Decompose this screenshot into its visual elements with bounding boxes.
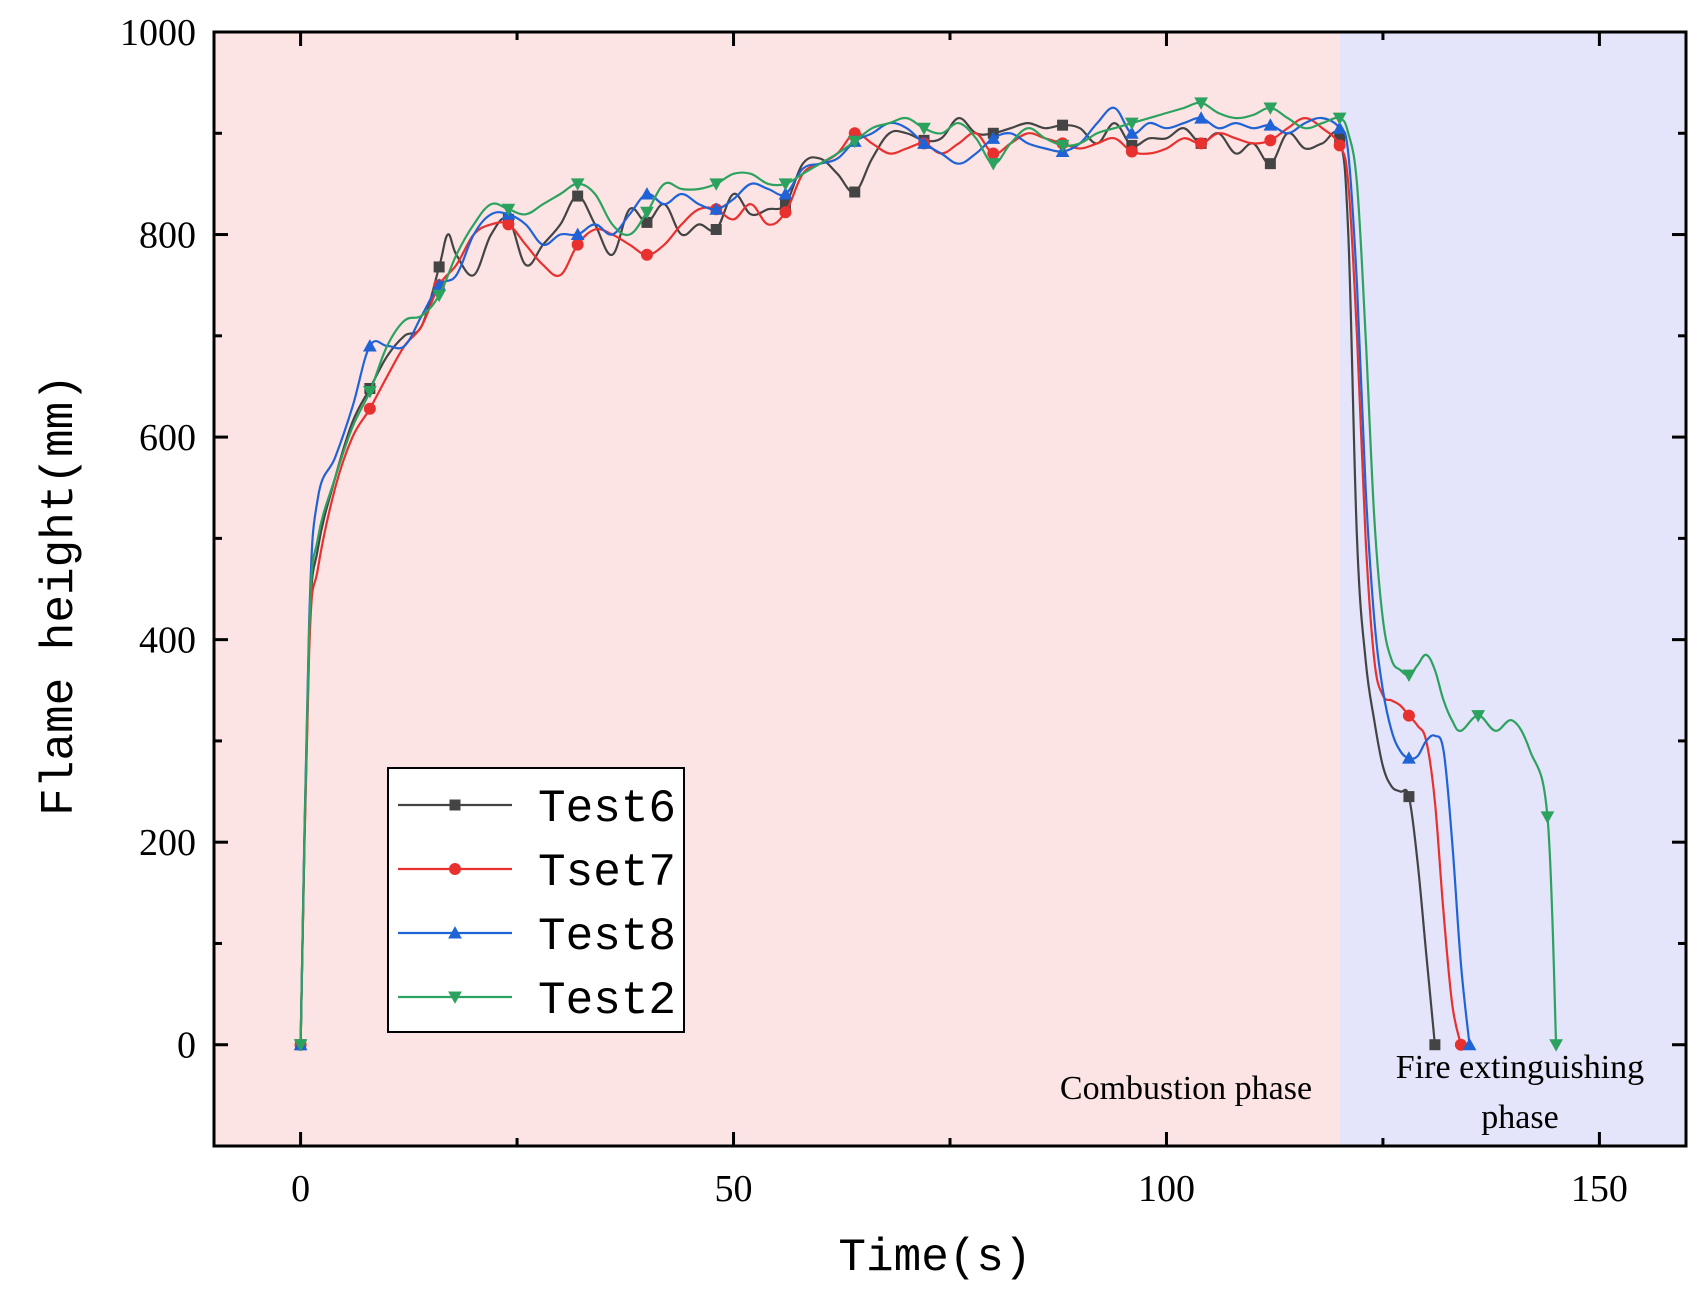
- data-point-Test2: [986, 158, 1001, 171]
- series-Test2: [293, 97, 1563, 1052]
- data-point-Test6: [779, 198, 791, 210]
- extinguishing-phase-label: Fire extinguishing: [1396, 1049, 1644, 1086]
- y-tick-label: 0: [177, 1025, 196, 1067]
- data-point-Test2: [640, 206, 654, 220]
- legend-box: [387, 767, 685, 1033]
- data-point-Tset7: [1454, 1038, 1467, 1051]
- legend-marker-Test8: [448, 926, 462, 939]
- data-point-Test2: [778, 178, 793, 191]
- data-point-Test8: [1263, 118, 1278, 131]
- data-point-Test2: [1194, 97, 1208, 110]
- data-point-Test2: [709, 178, 724, 191]
- data-point-Test6: [641, 216, 653, 228]
- data-point-Tset7: [1195, 137, 1208, 150]
- data-point-Test2: [847, 135, 862, 149]
- data-point-Test8: [1124, 126, 1139, 139]
- data-point-Test8: [362, 339, 377, 352]
- data-point-Test6: [433, 261, 445, 273]
- x-tick-label: 50: [715, 1168, 753, 1210]
- data-point-Test8: [986, 131, 1001, 144]
- data-point-Test2: [293, 1039, 308, 1052]
- data-point-Tset7: [1125, 145, 1138, 158]
- legend-label-Test2: Test2: [538, 975, 676, 1027]
- data-point-Test8: [778, 187, 793, 200]
- y-tick-label: 200: [139, 822, 196, 864]
- data-point-Test8: [1194, 111, 1208, 124]
- data-point-Test8: [917, 136, 931, 149]
- data-point-Test2: [1540, 811, 1555, 824]
- combustion-phase-label: Combustion phase: [1060, 1070, 1312, 1107]
- data-point-Tset7: [363, 402, 376, 415]
- data-point-Test8: [1402, 751, 1416, 764]
- legend: Test6 Tset7 Test8 Test2: [387, 767, 685, 1033]
- data-point-Test8: [570, 227, 585, 241]
- x-axis-title: Time(s): [838, 1232, 1031, 1284]
- phase-region-0: [214, 32, 1340, 1146]
- data-point-Test6: [1429, 1039, 1441, 1051]
- data-point-Test2: [917, 122, 931, 136]
- data-point-Test2: [501, 203, 516, 217]
- legend-label-Test6: Test6: [538, 783, 676, 835]
- x-tick-label: 100: [1138, 1168, 1195, 1210]
- series-line-Test8: [299, 106, 1471, 1045]
- data-point-Test6: [1403, 791, 1415, 803]
- legend-label-Test8: Test8: [538, 911, 676, 963]
- phase-region-1: [1339, 32, 1686, 1146]
- data-point-Test2: [570, 178, 585, 191]
- data-point-Test6: [1126, 139, 1138, 151]
- legend-marker-Tset7: [449, 863, 461, 875]
- data-point-Test2: [1263, 102, 1278, 115]
- data-point-Tset7: [571, 238, 584, 251]
- data-point-Tset7: [502, 218, 515, 231]
- legend-label-Tset7: Tset7: [538, 847, 676, 899]
- y-tick-label: 400: [139, 620, 196, 662]
- data-point-Test8: [640, 187, 654, 200]
- data-point-Test2: [1549, 1039, 1563, 1052]
- data-point-Test6: [572, 190, 584, 202]
- data-point-Test6: [1057, 119, 1069, 131]
- data-point-Tset7: [1402, 709, 1415, 722]
- y-tick-label: 800: [139, 215, 196, 257]
- data-point-Test6: [710, 223, 722, 235]
- axis-ticks: 0 200 400 600 800 1000 0 50 100 150: [120, 12, 1686, 1210]
- data-point-Test2: [362, 386, 377, 399]
- data-point-Test2: [432, 289, 447, 303]
- data-point-Test8: [1462, 1037, 1477, 1051]
- data-point-Test6: [1264, 158, 1276, 170]
- data-point-Test6: [1334, 132, 1346, 144]
- data-point-Test2: [1124, 117, 1139, 131]
- data-point-Tset7: [1333, 139, 1346, 152]
- data-point-Test6: [849, 186, 861, 198]
- data-point-Tset7: [640, 248, 653, 261]
- legend-marker-Test2: [448, 991, 462, 1004]
- extinguishing-phase-label-line2: phase: [1481, 1099, 1558, 1136]
- series-layer: [293, 97, 1563, 1052]
- data-point-Test2: [1332, 112, 1347, 125]
- y-tick-label: 600: [139, 417, 196, 459]
- phase-labels: Combustion phase Fire extinguishing phase: [1060, 1049, 1644, 1136]
- data-point-Test2: [1471, 710, 1486, 723]
- data-point-Tset7: [779, 206, 792, 219]
- data-point-Test8: [1332, 121, 1347, 134]
- data-point-Tset7: [987, 147, 1000, 160]
- y-axis-title: Flame height(mm): [34, 374, 86, 816]
- x-tick-label: 0: [291, 1168, 310, 1210]
- y-tick-label: 1000: [120, 12, 196, 54]
- legend-marker-Test6: [449, 799, 461, 811]
- data-point-Test2: [1055, 139, 1070, 153]
- data-point-Test2: [1402, 669, 1416, 682]
- data-point-Tset7: [1264, 134, 1277, 147]
- x-tick-label: 150: [1571, 1168, 1628, 1210]
- data-point-Test8: [709, 202, 724, 215]
